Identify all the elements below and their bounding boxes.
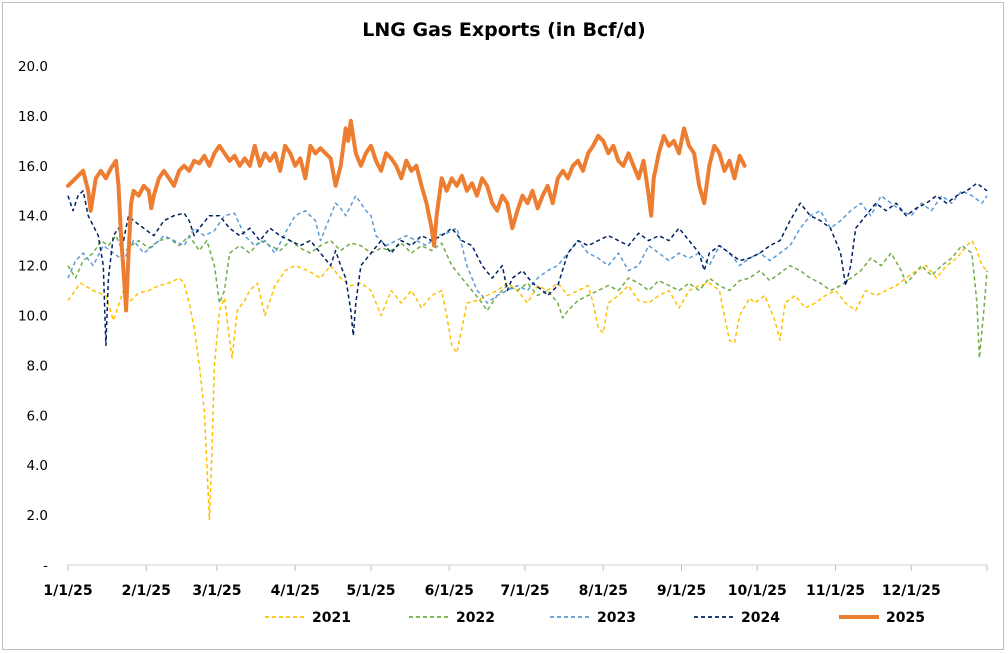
y-tick-label: 16.0: [18, 159, 48, 175]
y-tick-label: 18.0: [18, 109, 48, 125]
x-tick-label: 9/1/25: [657, 583, 706, 599]
y-tick-label: 12.0: [18, 259, 48, 275]
y-tick-label: 4.0: [27, 458, 48, 474]
x-tick-label: 11/1/25: [806, 583, 865, 599]
axes: - 2.0 4.0 6.0 8.0 10.0 12.0 14.0 16.0 18.0 20.0 1/1…: [18, 59, 988, 599]
y-tick-label: -: [43, 558, 48, 574]
series-layer: [66, 118, 988, 521]
x-tick-label: 3/1/25: [192, 583, 241, 599]
x-tick-label: 7/1/25: [500, 583, 549, 599]
legend-label-2025: 2025: [886, 610, 925, 626]
x-tick-label: 8/1/25: [579, 583, 628, 599]
legend-label-2023: 2023: [597, 610, 636, 626]
series-line-2024: [67, 182, 988, 347]
legend-label-2024: 2024: [741, 610, 780, 626]
chart-title: LNG Gas Exports (in Bcf/d): [362, 19, 646, 41]
x-tick-label: 12/1/25: [882, 583, 941, 599]
legend: 2021 2022 2023 2024 2025: [265, 610, 925, 626]
legend-label-2021: 2021: [312, 610, 351, 626]
y-tick-label: 2.0: [27, 508, 48, 524]
x-tick-label: 10/1/25: [728, 583, 787, 599]
series-line-2023: [67, 190, 988, 304]
y-tick-label: 20.0: [18, 59, 48, 75]
legend-label-2022: 2022: [456, 610, 495, 626]
series-line-2021: [67, 239, 988, 521]
x-tick-label: 1/1/25: [43, 583, 92, 599]
x-tick-label: 4/1/25: [271, 583, 320, 599]
y-tick-label: 8.0: [27, 358, 48, 374]
x-tick-label: 2/1/25: [122, 583, 171, 599]
x-tick-label: 5/1/25: [346, 583, 395, 599]
series-line-2025: [66, 118, 747, 313]
y-tick-label: 10.0: [18, 309, 48, 325]
x-tick-label: 6/1/25: [425, 583, 474, 599]
y-tick-label: 6.0: [27, 408, 48, 424]
series-line-2022: [67, 234, 988, 359]
y-tick-label: 14.0: [18, 209, 48, 225]
